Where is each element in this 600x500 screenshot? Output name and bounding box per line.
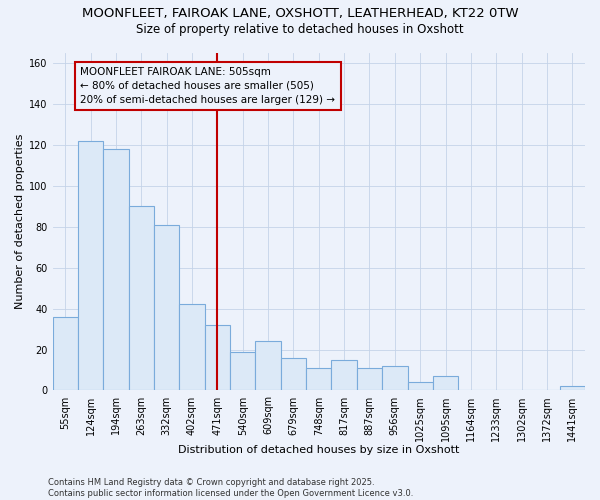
Bar — [256, 342, 281, 390]
Text: Size of property relative to detached houses in Oxshott: Size of property relative to detached ho… — [136, 22, 464, 36]
Bar — [407, 382, 433, 390]
Bar — [205, 325, 230, 390]
Bar — [78, 140, 103, 390]
Bar — [306, 368, 331, 390]
Bar — [331, 360, 357, 390]
Text: MOONFLEET, FAIROAK LANE, OXSHOTT, LEATHERHEAD, KT22 0TW: MOONFLEET, FAIROAK LANE, OXSHOTT, LEATHE… — [82, 8, 518, 20]
Bar — [281, 358, 306, 390]
Y-axis label: Number of detached properties: Number of detached properties — [15, 134, 25, 309]
Text: Contains HM Land Registry data © Crown copyright and database right 2025.
Contai: Contains HM Land Registry data © Crown c… — [48, 478, 413, 498]
Bar — [560, 386, 585, 390]
Bar — [230, 352, 256, 391]
Bar — [53, 316, 78, 390]
Bar — [128, 206, 154, 390]
Bar — [179, 304, 205, 390]
Bar — [103, 149, 128, 390]
Bar — [154, 224, 179, 390]
Text: MOONFLEET FAIROAK LANE: 505sqm
← 80% of detached houses are smaller (505)
20% of: MOONFLEET FAIROAK LANE: 505sqm ← 80% of … — [80, 67, 335, 105]
X-axis label: Distribution of detached houses by size in Oxshott: Distribution of detached houses by size … — [178, 445, 460, 455]
Bar — [433, 376, 458, 390]
Bar — [382, 366, 407, 390]
Bar — [357, 368, 382, 390]
